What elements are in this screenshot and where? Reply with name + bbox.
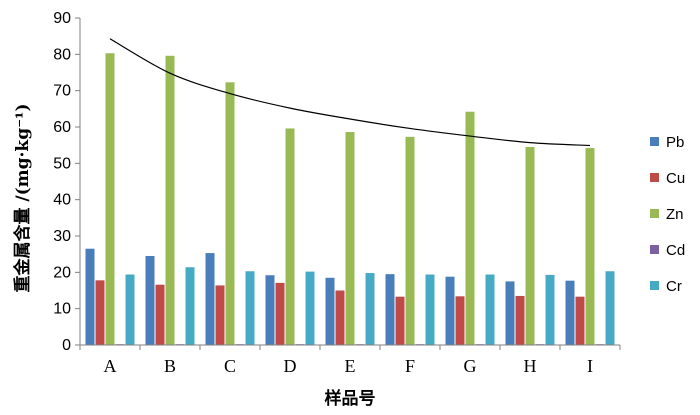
bar-zn-h	[525, 146, 535, 345]
x-tick-label: C	[224, 356, 236, 376]
x-tick-label: G	[464, 356, 477, 376]
y-tick-label: 10	[53, 301, 71, 318]
bar-cu-h	[515, 295, 525, 345]
bar-pb-i	[565, 280, 575, 345]
legend-label-zn: Zn	[666, 206, 684, 223]
bar-pb-d	[265, 275, 275, 345]
bar-pb-h	[505, 281, 515, 345]
bar-cu-c	[215, 285, 225, 345]
bar-cr-f	[425, 274, 435, 345]
x-tick-label: I	[587, 356, 593, 376]
bar-cu-b	[155, 284, 165, 345]
bar-zn-d	[285, 128, 295, 345]
bar-cr-g	[485, 274, 495, 345]
legend-swatch-cu	[650, 173, 659, 182]
bar-pb-b	[145, 255, 155, 345]
x-tick-label: F	[405, 356, 415, 376]
x-tick-label: D	[284, 356, 297, 376]
legend-label-pb: Pb	[666, 134, 684, 151]
y-tick-label: 30	[53, 228, 71, 245]
legend-label-cr: Cr	[666, 278, 682, 295]
bar-cr-i	[605, 271, 615, 345]
legend-label-cd: Cd	[666, 242, 685, 259]
legend-swatch-zn	[650, 209, 659, 218]
bar-cu-d	[275, 282, 285, 345]
trendline	[109, 38, 591, 147]
y-tick-label: 40	[53, 192, 71, 209]
bar-group	[85, 53, 615, 346]
bar-pb-c	[205, 253, 215, 345]
y-tick-label: 50	[53, 155, 71, 172]
bar-zn-g	[465, 111, 475, 346]
bar-cr-a	[125, 274, 135, 345]
legend: Pb Cu Zn Cd Cr	[650, 134, 685, 295]
bar-cu-e	[335, 290, 345, 345]
y-tick-label: 0	[62, 337, 71, 354]
axes	[75, 17, 621, 350]
trendline-group	[109, 38, 591, 147]
legend-label-cu: Cu	[666, 170, 685, 187]
bar-pb-f	[385, 274, 395, 345]
y-tick-label: 70	[53, 83, 71, 100]
legend-swatch-pb	[650, 137, 659, 146]
bar-cu-f	[395, 296, 405, 345]
y-tick-label: 90	[53, 10, 71, 27]
y-axis-title: 重金属含量 /(mg·kg⁻¹)	[12, 103, 33, 292]
y-tick-label: 80	[53, 46, 71, 63]
x-axis-title: 样品号	[325, 388, 376, 409]
x-tick-labels: A B C D E F G H I	[104, 356, 594, 376]
bar-zn-i	[585, 148, 595, 345]
x-tick-label: H	[524, 356, 537, 376]
bar-cr-b	[185, 267, 195, 345]
y-tick-label: 60	[53, 119, 71, 136]
y-tick-labels: 0 10 20 30 40 50 60 70 80 90	[53, 10, 71, 354]
bar-zn-a	[105, 53, 115, 345]
x-tick-label: A	[104, 356, 117, 376]
bar-cr-d	[305, 271, 315, 345]
bar-cr-e	[365, 273, 375, 345]
bar-zn-e	[345, 132, 355, 345]
legend-swatch-cr	[650, 281, 659, 290]
x-tick-label: E	[345, 356, 356, 376]
bar-zn-b	[165, 55, 175, 345]
bar-zn-f	[405, 136, 415, 345]
legend-swatch-cd	[650, 245, 659, 254]
bar-cu-g	[455, 296, 465, 345]
bar-pb-e	[325, 277, 335, 345]
bar-cr-h	[545, 274, 555, 345]
bar-cr-c	[245, 271, 255, 345]
bar-pb-a	[85, 248, 95, 345]
bar-pb-g	[445, 276, 455, 345]
bar-cu-i	[575, 296, 585, 345]
bar-zn-c	[225, 82, 235, 345]
y-tick-label: 20	[53, 264, 71, 281]
x-tick-label: B	[164, 356, 176, 376]
bar-cu-a	[95, 280, 105, 345]
